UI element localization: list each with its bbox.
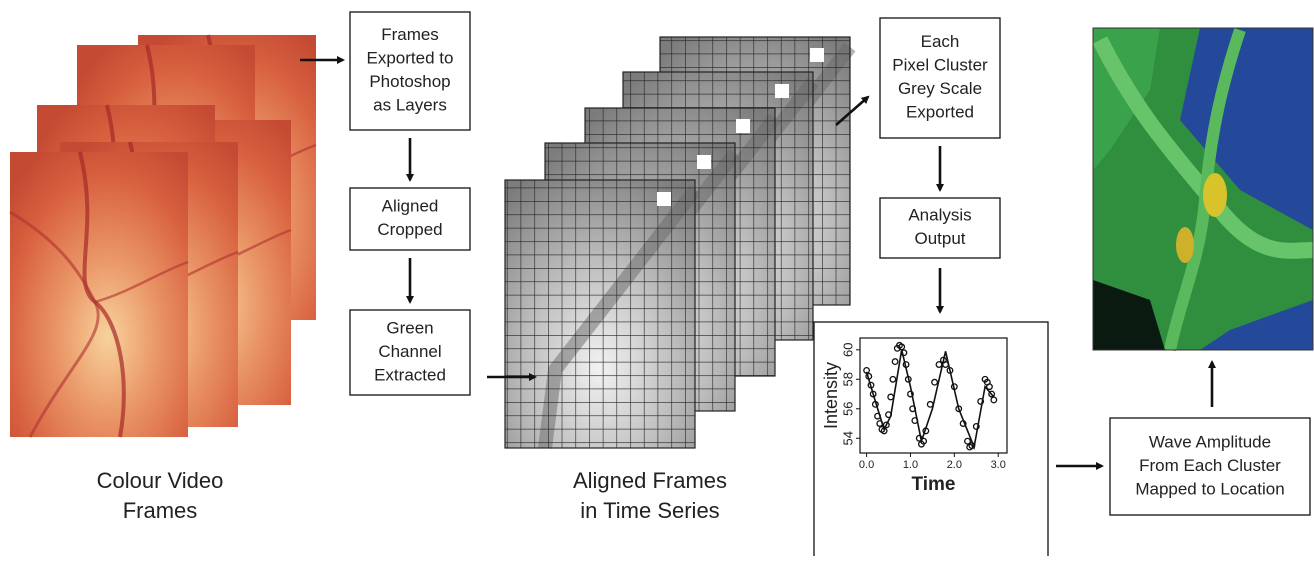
pixel-cluster	[657, 192, 671, 206]
grey-frame	[505, 180, 695, 448]
box-label: Extracted	[374, 365, 446, 384]
box-label: Mapped to Location	[1135, 479, 1284, 498]
caption: Colour Video	[97, 468, 224, 493]
box-label: Frames	[381, 25, 439, 44]
diagram: Frames Exported to Photoshop as Layers Align…	[0, 0, 1314, 556]
y-tick-label: 56	[840, 402, 855, 416]
pixel-cluster	[697, 155, 711, 169]
box-label: Output	[914, 229, 965, 248]
box-label: Photoshop	[369, 72, 450, 91]
x-axis-label: Time	[911, 474, 955, 495]
y-axis-label: Intensity	[821, 362, 841, 429]
map-hot	[1176, 227, 1194, 263]
amplitude-map	[1093, 28, 1313, 350]
box-label: Exported to	[367, 49, 454, 68]
box-label: Green	[386, 318, 433, 337]
box-label: Pixel Cluster	[892, 56, 988, 75]
caption: Aligned Frames	[573, 468, 727, 493]
caption: Frames	[123, 498, 198, 523]
pixel-cluster	[810, 48, 824, 62]
box-label: Channel	[378, 342, 441, 361]
box-label: Analysis	[908, 206, 971, 225]
grid-overlay	[505, 180, 695, 448]
box-label: Grey Scale	[898, 79, 982, 98]
box-label: Each	[921, 32, 960, 51]
box-label: Exported	[906, 103, 974, 122]
map-hot	[1203, 173, 1227, 217]
pixel-cluster	[775, 84, 789, 98]
x-tick-label: 0.0	[859, 459, 874, 471]
video-frame	[10, 152, 188, 437]
y-tick-label: 58	[840, 372, 855, 386]
y-tick-label: 54	[840, 431, 855, 445]
x-tick-label: 1.0	[903, 459, 918, 471]
x-tick-label: 3.0	[991, 459, 1006, 471]
box-label: as Layers	[373, 96, 447, 115]
frame-image	[10, 152, 188, 437]
caption: in Time Series	[580, 498, 719, 523]
box-label: Aligned	[382, 197, 439, 216]
box-label: From Each Cluster	[1139, 456, 1281, 475]
x-tick-label: 2.0	[947, 459, 962, 471]
box-label: Wave Amplitude	[1149, 432, 1271, 451]
box-label: Cropped	[377, 220, 442, 239]
pixel-cluster	[736, 119, 750, 133]
y-tick-label: 60	[840, 343, 855, 357]
